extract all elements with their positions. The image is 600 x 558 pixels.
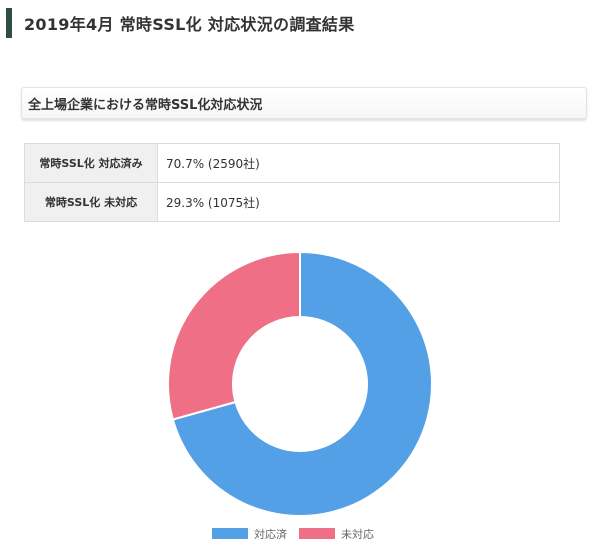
legend-label-2: 未対応	[341, 527, 374, 541]
doughnut-slice-2	[167, 250, 301, 421]
table-row-label: 常時SSL化 未対応	[24, 182, 158, 222]
legend-label-1: 対応済	[254, 527, 287, 541]
table-row-value: 29.3% (1075社)	[157, 182, 560, 222]
page-title: 2019年4月 常時SSL化 対応状況の調査結果	[6, 8, 566, 38]
ssl-status-table: 常時SSL化 対応済み 70.7% (2590社) 常時SSL化 未対応 29.…	[24, 143, 560, 222]
section-heading-text: 全上場企業における常時SSL化対応状況	[28, 97, 263, 113]
table-row-value: 70.7% (2590社)	[157, 143, 560, 183]
legend-swatch-2	[299, 528, 335, 539]
table-row: 常時SSL化 対応済み 70.7% (2590社)	[24, 143, 560, 183]
section-heading: 全上場企業における常時SSL化対応状況	[21, 87, 587, 119]
page-title-text: 2019年4月 常時SSL化 対応状況の調査結果	[24, 15, 355, 34]
doughnut-chart: 対応済 未対応	[0, 240, 600, 558]
doughnut-chart-svg: 対応済 未対応	[167, 250, 433, 541]
doughnut-slice-1	[171, 250, 433, 517]
legend-swatch-1	[212, 528, 248, 539]
table-row-label: 常時SSL化 対応済み	[24, 143, 158, 183]
table-row: 常時SSL化 未対応 29.3% (1075社)	[24, 182, 560, 222]
